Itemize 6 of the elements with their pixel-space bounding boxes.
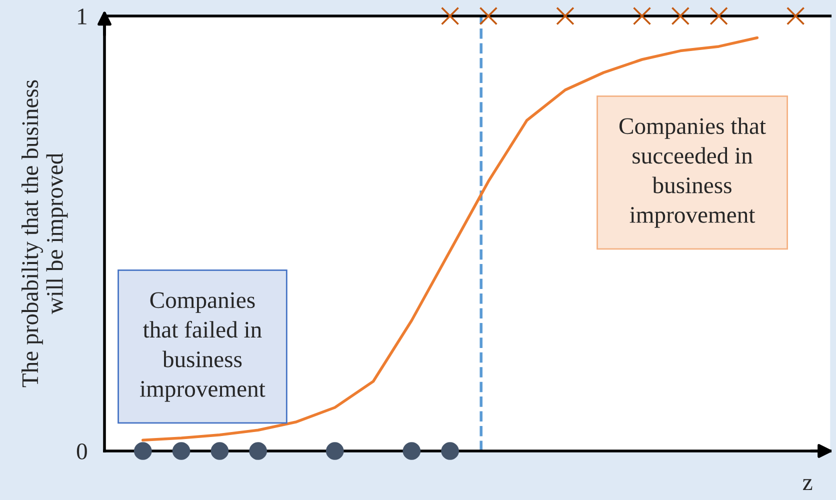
annotation: Companies that failed in business improvement <box>140 292 266 402</box>
y-tick-label: 0 <box>76 443 87 460</box>
y-tick-label: 1 <box>78 8 86 24</box>
annotation: Companies that succeeded in business improvement <box>619 117 766 228</box>
y-axis-title: The probability that the business will be improved <box>22 80 68 388</box>
x-axis-title: z <box>802 479 812 490</box>
